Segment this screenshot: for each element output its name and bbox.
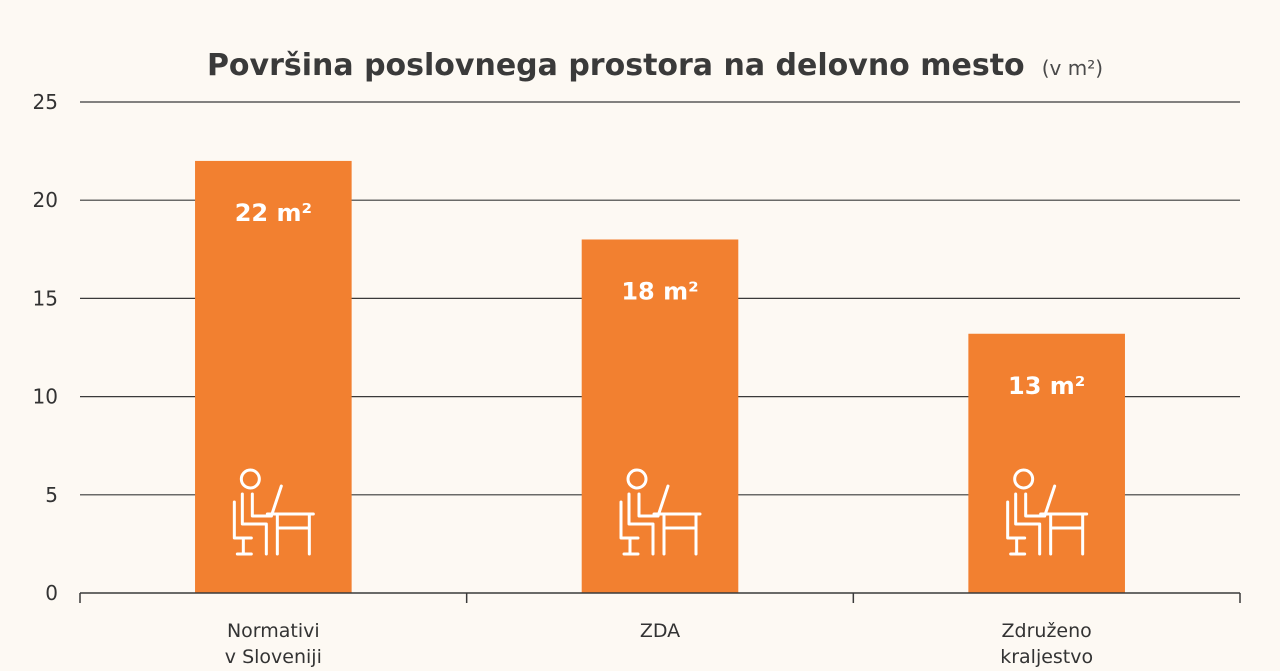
person-at-desk-icon (232, 468, 315, 556)
x-category-label: kraljestvo (1000, 646, 1093, 668)
y-tick-label: 25 (33, 90, 58, 114)
y-axis-ticks: 0 5 10 15 20 25 (33, 90, 58, 605)
x-category-label: Normativi (227, 620, 320, 642)
chart-title: Površina poslovnega prostora na delovno … (207, 48, 1103, 83)
bar (195, 160, 352, 594)
chart-title-unit: (v m²) (1042, 56, 1103, 80)
bar (581, 239, 739, 594)
bar-data-label: 22 m² (235, 199, 312, 227)
person-at-desk-icon (1006, 468, 1089, 556)
y-tick-label: 20 (33, 188, 58, 212)
y-tick-label: 5 (45, 483, 58, 507)
y-tick-label: 15 (33, 286, 58, 310)
bar-data-label: 18 m² (621, 277, 698, 305)
chart-title-main: Površina poslovnega prostora na delovno … (207, 48, 1025, 83)
person-at-desk-icon (619, 468, 702, 556)
x-category-label: v Sloveniji (225, 646, 322, 668)
x-axis: Normativi v Sloveniji ZDA Združeno kraljestv… (79, 592, 1241, 668)
bars: 22 m² 18 m² 13 m² (195, 160, 1125, 594)
y-tick-label: 0 (45, 581, 58, 605)
bar-data-label: 13 m² (1008, 372, 1085, 400)
x-category-label: ZDA (640, 620, 680, 642)
x-category-label: Združeno (1002, 620, 1092, 642)
bar (968, 333, 1125, 593)
y-tick-label: 10 (33, 385, 58, 409)
